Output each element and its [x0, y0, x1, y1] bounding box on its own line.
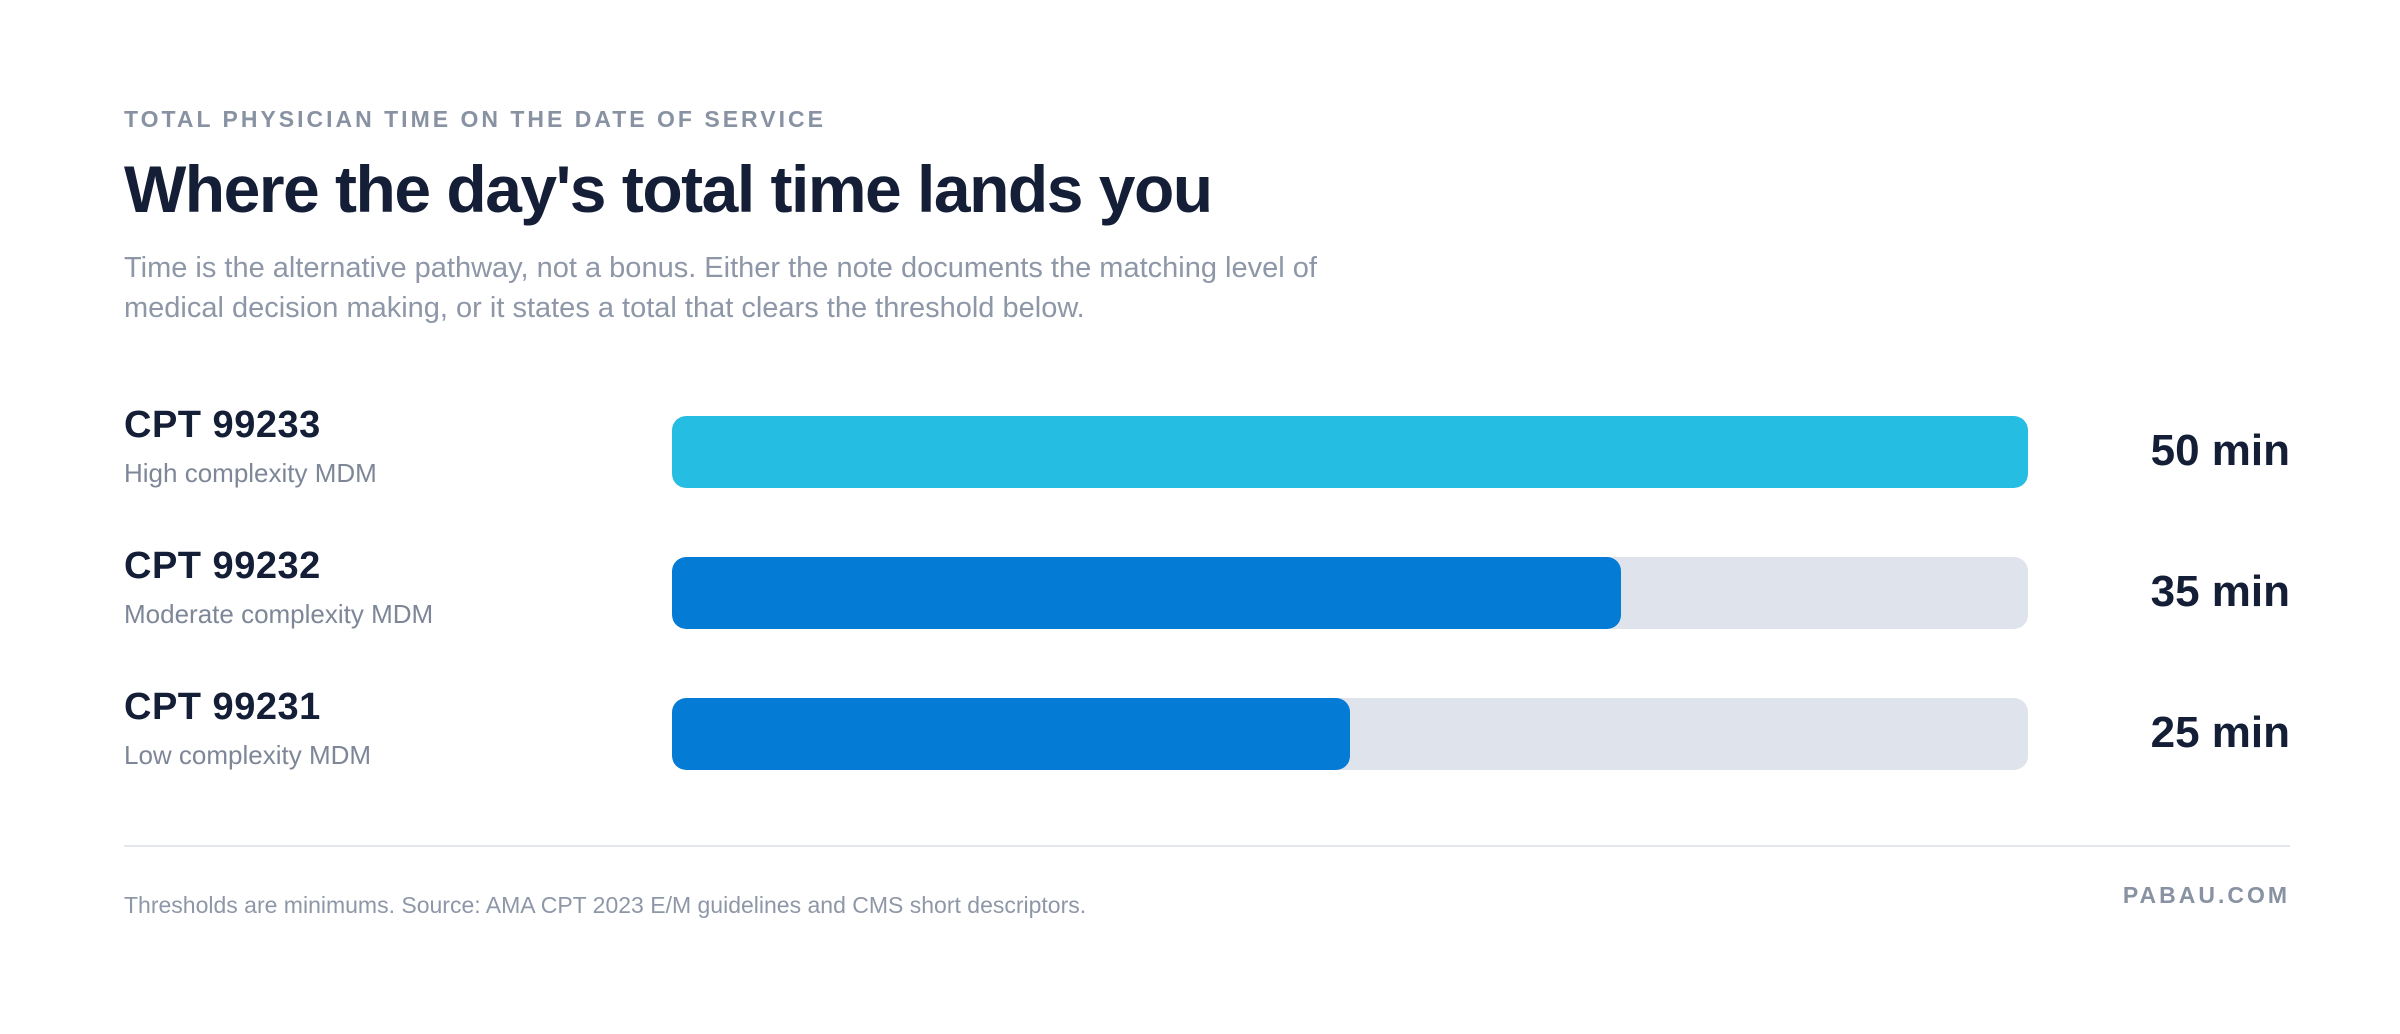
bar-category-description: High complexity MDM [124, 458, 377, 488]
page-subtitle: Time is the alternative pathway, not a b… [124, 252, 1317, 324]
page-title: Where the day's total time lands you [124, 152, 1213, 226]
bar [672, 698, 1350, 770]
bar-track [672, 416, 2028, 488]
bar-value-label: 50 min [2150, 426, 2290, 475]
bar [672, 416, 2028, 488]
bar-category-label: CPT 99231 [124, 686, 321, 728]
brand-label: PABAU.COM [2122, 882, 2290, 908]
bar [672, 557, 1622, 629]
divider [124, 845, 2290, 847]
bar-row: CPT 99231 Low complexity MDM 25 min [124, 686, 2290, 780]
bar-track [672, 557, 2028, 629]
bar-category-description: Moderate complexity MDM [124, 599, 434, 629]
bar-value-label: 25 min [2150, 708, 2290, 757]
bar-value-label: 35 min [2150, 567, 2290, 616]
bar-category-description: Low complexity MDM [124, 740, 372, 770]
bar-category-label: CPT 99232 [124, 545, 321, 587]
bar-row: CPT 99233 High complexity MDM 50 min [124, 404, 2290, 498]
source-footnote: Thresholds are minimums. Source: AMA CPT… [124, 892, 1087, 918]
eyebrow-label: TOTAL PHYSICIAN TIME ON THE DATE OF SERV… [124, 106, 826, 132]
bar-row: CPT 99232 Moderate complexity MDM 35 min [124, 545, 2290, 639]
bar-category-label: CPT 99233 [124, 404, 321, 446]
bar-track [672, 698, 2028, 770]
